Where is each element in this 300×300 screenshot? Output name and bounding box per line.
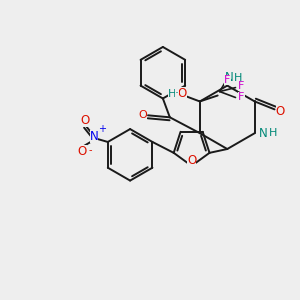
Text: O: O	[77, 146, 87, 158]
Text: N: N	[90, 130, 98, 143]
Text: H: H	[268, 128, 277, 138]
Text: -: -	[88, 145, 92, 155]
Text: O: O	[276, 105, 285, 118]
Text: O: O	[80, 114, 90, 127]
Text: F: F	[238, 92, 244, 103]
Text: +: +	[98, 124, 106, 134]
Text: F: F	[238, 81, 244, 91]
Text: ·: ·	[175, 87, 179, 100]
Text: N: N	[259, 127, 268, 140]
Text: O: O	[187, 154, 196, 167]
Text: H: H	[234, 73, 242, 83]
Text: N: N	[225, 71, 234, 84]
Text: F: F	[224, 75, 231, 85]
Text: H: H	[168, 88, 176, 98]
Text: O: O	[177, 87, 187, 100]
Text: O: O	[139, 110, 147, 120]
